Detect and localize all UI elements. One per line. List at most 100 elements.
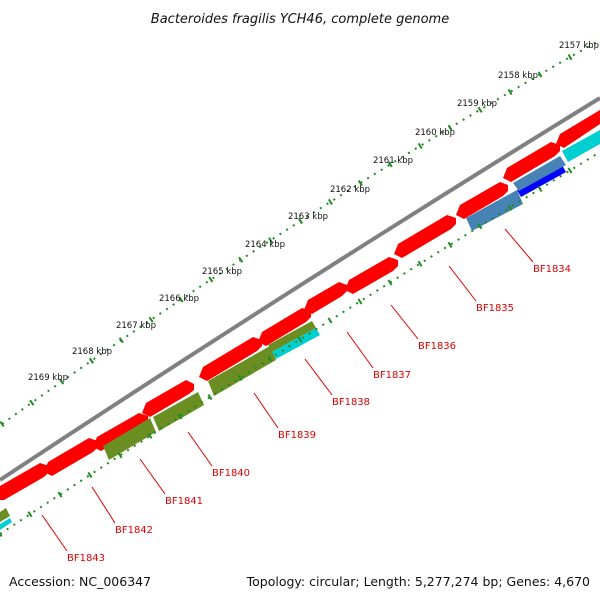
gene-label[interactable]: BF1836	[418, 341, 456, 352]
reverse-cds[interactable]	[0, 518, 12, 530]
gene-label[interactable]: BF1839	[278, 430, 316, 441]
gene-label[interactable]: BF1842	[115, 525, 153, 536]
forward-cds[interactable]	[394, 215, 456, 258]
scale-tick	[178, 296, 184, 303]
scale-tick	[208, 276, 214, 283]
scale-tick	[357, 179, 363, 187]
gene-label-leader	[187, 431, 213, 467]
scale-tick	[447, 241, 453, 248]
forward-cds[interactable]	[304, 282, 347, 314]
forward-cds[interactable]	[258, 308, 311, 346]
reverse-cds[interactable]	[0, 508, 10, 522]
scale-tick	[207, 394, 213, 401]
outer-scale-ticks	[0, 54, 573, 428]
forward-cds[interactable]	[199, 337, 262, 381]
accession-text: Accession: NC_006347	[9, 574, 151, 589]
forward-strand-genes	[0, 110, 600, 500]
gene-label-leader	[390, 304, 419, 340]
scale-tick	[387, 161, 393, 168]
scale-tick	[327, 317, 333, 324]
scale-tick	[0, 532, 3, 538]
scale-tick	[297, 336, 303, 343]
reverse-cds[interactable]	[268, 321, 316, 352]
scale-label: 2166 kbp	[159, 294, 199, 304]
gene-label[interactable]: BF1837	[373, 370, 411, 381]
reverse-cds[interactable]	[103, 418, 156, 460]
scale-label: 2160 kbp	[415, 128, 455, 138]
scale-tick	[537, 185, 543, 193]
reverse-cds[interactable]	[517, 165, 566, 197]
gene-label[interactable]: BF1840	[212, 468, 250, 479]
scale-label: 2165 kbp	[202, 267, 242, 277]
scale-tick	[267, 355, 273, 362]
forward-cds[interactable]	[456, 182, 508, 219]
scale-label: 2158 kbp	[498, 71, 538, 81]
scale-tick	[87, 471, 93, 478]
scale-label: 2164 kbp	[245, 240, 285, 250]
scale-label: 2162 kbp	[330, 185, 370, 195]
scale-tick	[477, 106, 483, 113]
genome-backbone	[0, 96, 600, 482]
scale-label: 2169 kbp	[28, 373, 68, 383]
scale-label: 2163 kbp	[288, 212, 328, 222]
scale-tick	[148, 316, 154, 323]
scale-tick	[27, 511, 33, 518]
forward-cds[interactable]	[142, 380, 194, 417]
scale-label: 2161 kbp	[373, 156, 413, 166]
scale-label: 2159 kbp	[457, 99, 497, 109]
scale-tick	[567, 54, 573, 61]
gene-label-leader	[139, 458, 166, 495]
gene-label-leader	[346, 331, 374, 369]
inner-scale-ticks	[0, 167, 573, 538]
outer-scale-track	[1, 39, 600, 425]
reverse-cds[interactable]	[562, 130, 600, 162]
reverse-cds[interactable]	[153, 392, 204, 431]
scale-tick	[298, 217, 303, 225]
gene-label-leader	[448, 265, 477, 302]
scale-label: 2157 kbp	[559, 41, 599, 51]
reverse-cds[interactable]	[272, 328, 320, 359]
scale-tick	[29, 399, 35, 406]
scale-tick	[0, 420, 5, 428]
scale-tick	[57, 491, 63, 498]
gene-label[interactable]: BF1835	[476, 303, 514, 314]
forward-cds[interactable]	[345, 257, 398, 294]
reverse-cds[interactable]	[513, 156, 566, 191]
gene-label-leader	[504, 228, 534, 263]
map-title: Bacteroides fragilis YCH46, complete gen…	[151, 12, 449, 27]
scale-tick	[447, 124, 453, 131]
scale-tick	[117, 452, 123, 459]
scale-tick	[417, 260, 423, 267]
gene-label-leader	[304, 358, 333, 396]
scale-tick	[88, 357, 94, 364]
forward-cds[interactable]	[44, 438, 98, 476]
scale-label: 2167 kbp	[116, 321, 156, 331]
scale-label: 2168 kbp	[72, 347, 112, 357]
reverse-cds[interactable]	[466, 190, 523, 231]
gene-labels: BF1834 BF1835 BF1836 BF1837 BF1838 BF1839 BF18…	[41, 228, 571, 564]
forward-cds[interactable]	[93, 413, 148, 451]
scale-tick	[567, 167, 573, 174]
scale-tick	[147, 432, 153, 439]
gene-label[interactable]: BF1834	[533, 264, 571, 275]
gene-label[interactable]: BF1841	[165, 496, 203, 507]
gene-label-leader	[91, 486, 116, 524]
forward-cds[interactable]	[0, 463, 49, 500]
scale-tick	[238, 256, 244, 263]
gene-label[interactable]: BF1843	[67, 553, 105, 564]
scale-tick	[387, 279, 393, 286]
scale-tick	[537, 71, 543, 78]
scale-tick	[357, 298, 363, 305]
forward-cds[interactable]	[556, 110, 600, 148]
scale-tick	[118, 337, 124, 344]
scale-tick	[268, 237, 274, 244]
reverse-cds[interactable]	[208, 346, 276, 396]
scale-tick	[477, 223, 483, 230]
scale-tick	[327, 198, 333, 205]
scale-tick	[59, 378, 65, 385]
scale-labels: 2157 kbp 2158 kbp 2159 kbp 2160 kbp 2161 kbp…	[28, 41, 599, 383]
gene-label[interactable]: BF1838	[332, 397, 370, 408]
gene-label-leader	[253, 392, 279, 429]
forward-cds[interactable]	[503, 142, 560, 182]
